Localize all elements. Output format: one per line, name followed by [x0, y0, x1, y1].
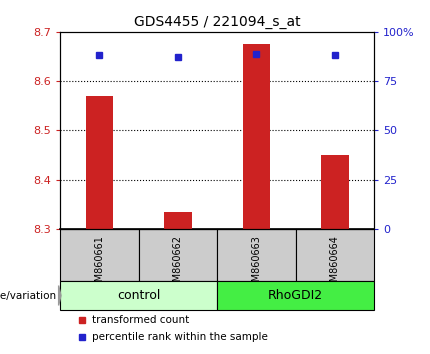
Bar [296, 229, 374, 281]
Text: GSM860661: GSM860661 [95, 235, 104, 294]
Title: GDS4455 / 221094_s_at: GDS4455 / 221094_s_at [134, 16, 301, 29]
Text: transformed count: transformed count [92, 315, 189, 325]
Bar [321, 155, 349, 229]
Text: control: control [117, 289, 160, 302]
Bar [60, 229, 138, 281]
Text: genotype/variation: genotype/variation [0, 291, 56, 301]
Text: GSM860662: GSM860662 [173, 235, 183, 294]
Text: percentile rank within the sample: percentile rank within the sample [92, 331, 267, 342]
Text: RhoGDI2: RhoGDI2 [268, 289, 323, 302]
Text: GSM860664: GSM860664 [330, 235, 340, 294]
Bar [60, 281, 217, 310]
Text: GSM860663: GSM860663 [252, 235, 261, 294]
Bar [243, 44, 270, 229]
Bar [217, 281, 374, 310]
Polygon shape [58, 286, 61, 306]
Bar [164, 212, 192, 229]
Bar [138, 229, 217, 281]
Bar [217, 229, 296, 281]
Bar [86, 96, 113, 229]
